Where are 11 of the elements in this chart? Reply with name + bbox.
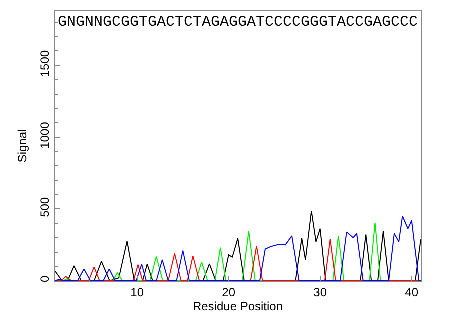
- x-tick-label: 20: [222, 285, 236, 300]
- y-tick-label: 0: [38, 276, 52, 283]
- x-tick-label: 10: [130, 285, 144, 300]
- x-axis-title: Residue Position: [192, 299, 284, 314]
- y-tick-label: 1500: [38, 50, 52, 78]
- y-tick-label: 500: [38, 197, 52, 218]
- x-tick-label: 30: [314, 285, 328, 300]
- x-tick-label: 40: [405, 285, 419, 300]
- annotation: GNGNNGCGGTGACTCTAGAGGATCCCCGGGTACCGAGCCC: [58, 14, 418, 31]
- y-axis-title: Signal: [16, 129, 30, 163]
- y-tick-label: 1000: [38, 122, 52, 149]
